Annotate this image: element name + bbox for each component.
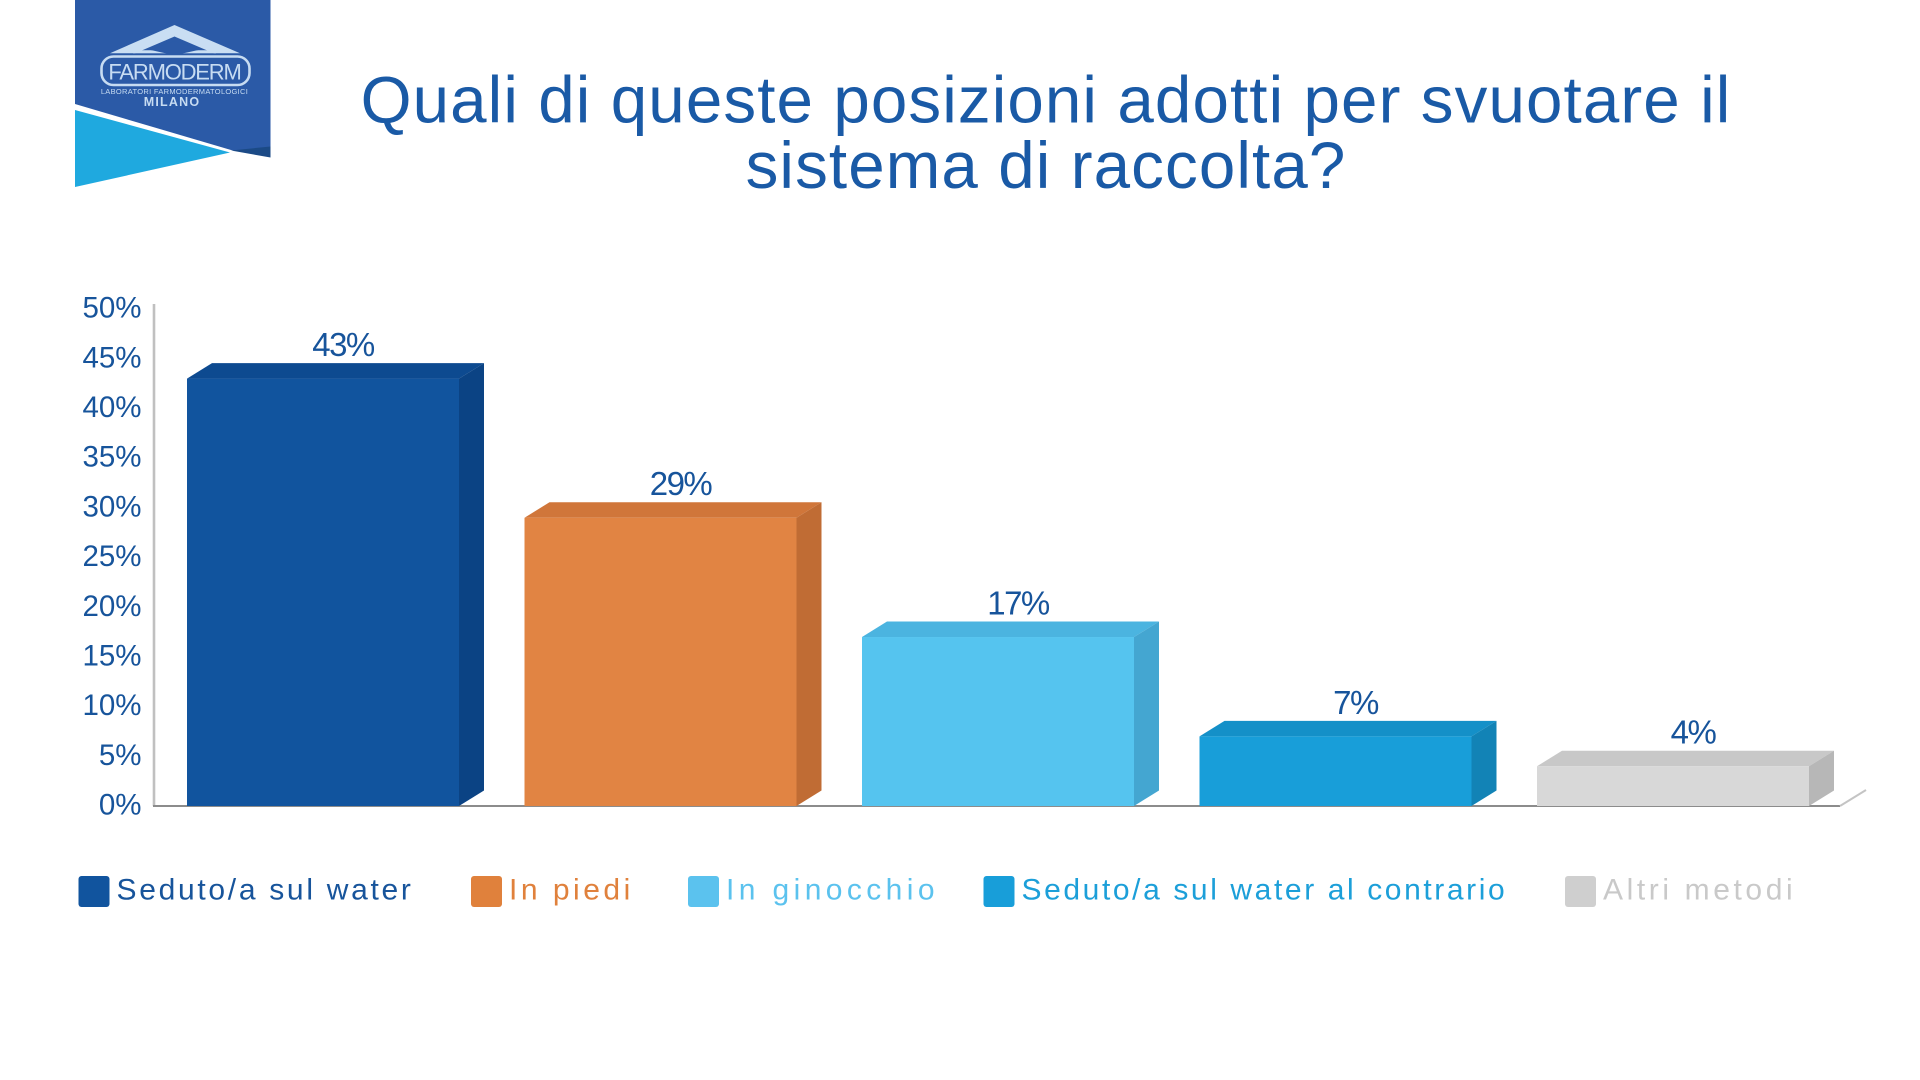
svg-text:Seduto/a sul water: Seduto/a sul water xyxy=(117,874,414,907)
svg-text:In ginocchio: In ginocchio xyxy=(726,874,939,907)
svg-text:Altri metodi: Altri metodi xyxy=(1603,874,1796,907)
svg-text:17%: 17% xyxy=(987,585,1050,622)
svg-text:MILANO: MILANO xyxy=(144,95,201,109)
svg-text:20%: 20% xyxy=(82,590,141,623)
svg-text:FARMODERM: FARMODERM xyxy=(108,60,240,85)
svg-text:29%: 29% xyxy=(650,465,713,502)
svg-text:40%: 40% xyxy=(82,391,141,424)
svg-text:In piedi: In piedi xyxy=(509,874,634,907)
svg-text:45%: 45% xyxy=(82,341,141,374)
svg-text:sistema di raccolta?: sistema di raccolta? xyxy=(746,129,1347,202)
svg-text:Quali di queste posizioni adot: Quali di queste posizioni adotti per svu… xyxy=(361,64,1732,137)
svg-text:7%: 7% xyxy=(1333,684,1379,721)
svg-text:Seduto/a sul water al contrari: Seduto/a sul water al contrario xyxy=(1022,874,1508,907)
svg-text:4%: 4% xyxy=(1671,714,1717,751)
svg-text:50%: 50% xyxy=(82,292,141,325)
svg-text:35%: 35% xyxy=(82,441,141,474)
svg-text:10%: 10% xyxy=(82,689,141,722)
svg-text:30%: 30% xyxy=(82,490,141,523)
svg-text:LABORATORI FARMODERMATOLOGICI: LABORATORI FARMODERMATOLOGICI xyxy=(101,87,248,96)
svg-text:43%: 43% xyxy=(312,326,375,363)
svg-text:25%: 25% xyxy=(82,540,141,573)
svg-text:15%: 15% xyxy=(82,640,141,673)
svg-text:0%: 0% xyxy=(99,789,142,822)
svg-text:5%: 5% xyxy=(99,739,142,772)
